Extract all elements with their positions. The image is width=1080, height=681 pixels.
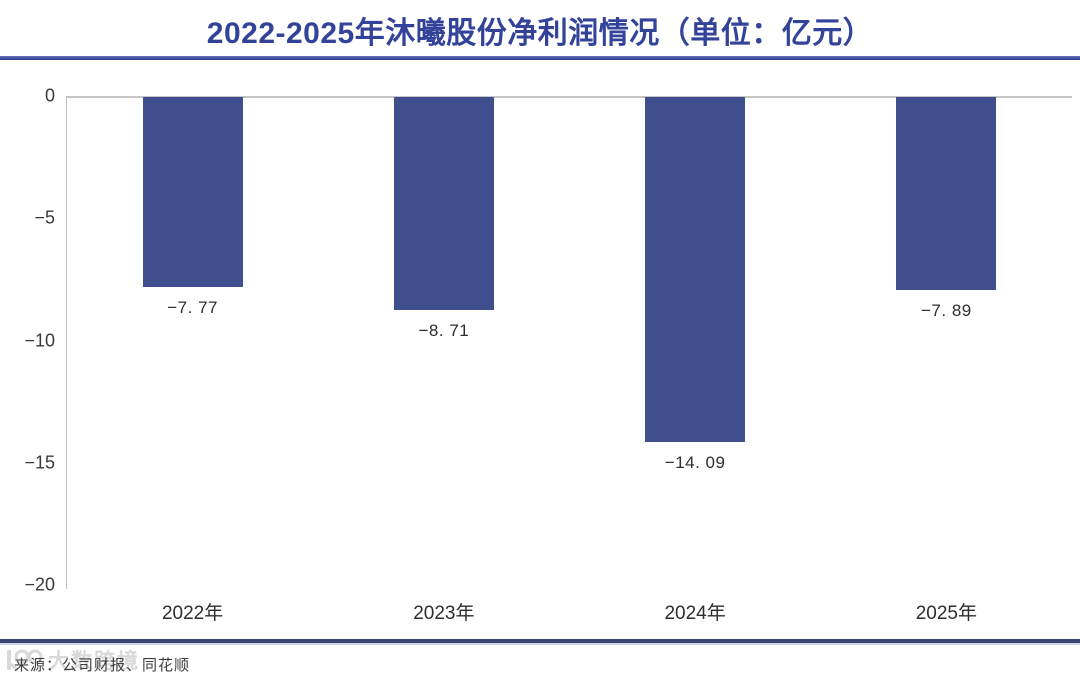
source-text: 来源：公司财报、同花顺 xyxy=(14,657,191,674)
chart-title: 2022-2025年沐曦股份净利润情况（单位：亿元） xyxy=(206,17,874,50)
bar-value-label: −7. 89 xyxy=(921,301,972,320)
y-tick-label: 0 xyxy=(44,85,55,106)
x-axis-label: 2023年 xyxy=(413,603,475,624)
watermark-brand: 大数跨境 xyxy=(48,650,140,673)
bar-value-label: −7. 77 xyxy=(167,298,218,317)
bar-2025年 xyxy=(896,97,996,290)
bar-value-label: −14. 09 xyxy=(664,453,726,472)
x-axis-label: 2024年 xyxy=(664,603,726,624)
title-divider xyxy=(0,56,1080,60)
plot-area: −7. 77 2022年 −8. 71 2023年 −14. 09 2024年 −7. 89… xyxy=(66,96,1072,624)
y-tick-label: −5 xyxy=(34,207,55,228)
bar-2022年 xyxy=(143,97,243,287)
y-axis-line xyxy=(66,96,67,589)
y-tick-label: −20 xyxy=(24,574,55,595)
bar-2024年 xyxy=(645,97,745,442)
x-axis-label: 2025年 xyxy=(915,603,978,624)
bar-2023年 xyxy=(394,97,494,310)
zero-gridline xyxy=(67,96,1072,98)
bar-value-label: −8. 71 xyxy=(418,321,470,340)
watermark-logo-icon xyxy=(7,649,43,672)
watermark: 大数跨境 xyxy=(6,645,140,675)
y-tick-label: −15 xyxy=(24,452,55,473)
y-tick-label: −10 xyxy=(24,330,55,350)
x-axis-label: 2022年 xyxy=(161,603,224,624)
footer-divider xyxy=(0,639,1080,645)
